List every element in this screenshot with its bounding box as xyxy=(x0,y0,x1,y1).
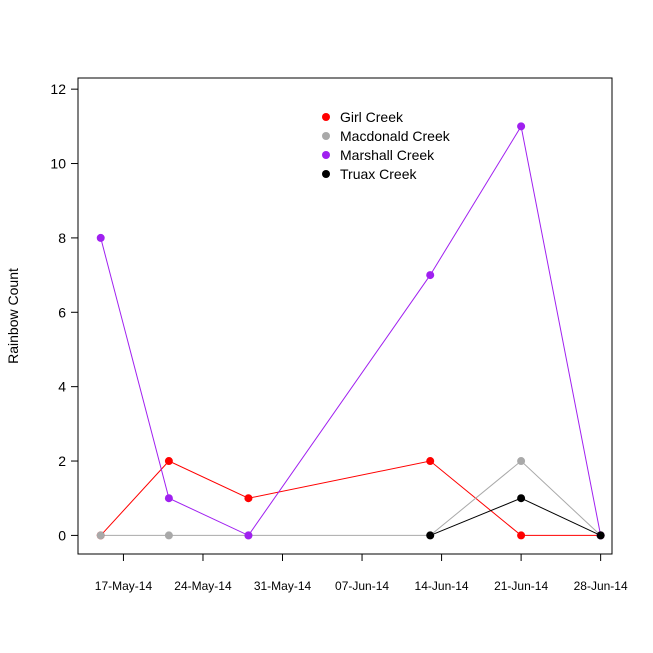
legend-label: Girl Creek xyxy=(340,109,404,125)
series-2 xyxy=(100,124,602,537)
legend: Girl Creek Macdonald Creek Marshall Creek T… xyxy=(322,109,451,182)
x-axis: 17-May-14 24-May-14 31-May-14 07-Jun-14 14-J… xyxy=(95,554,628,593)
data-point xyxy=(96,531,105,540)
x-tick-label: 31-May-14 xyxy=(254,579,312,593)
data-point xyxy=(244,494,253,503)
legend-marker xyxy=(322,113,330,121)
data-point xyxy=(517,531,526,540)
x-tick-label: 28-Jun-14 xyxy=(574,579,628,593)
series-1 xyxy=(100,460,601,536)
legend-label: Macdonald Creek xyxy=(340,128,451,144)
series-line xyxy=(100,460,601,536)
legend-marker xyxy=(322,170,330,178)
y-axis-label: Rainbow Count xyxy=(5,268,21,364)
x-tick-label: 21-Jun-14 xyxy=(494,579,548,593)
data-point xyxy=(164,457,173,466)
data-point xyxy=(426,531,435,540)
series-line xyxy=(100,124,602,537)
y-tick-label: 10 xyxy=(50,156,66,172)
y-tick-label: 0 xyxy=(58,527,66,543)
legend-label: Marshall Creek xyxy=(340,147,435,163)
x-tick-label: 07-Jun-14 xyxy=(335,579,389,593)
data-point xyxy=(596,531,605,540)
data-point xyxy=(517,494,526,503)
data-point xyxy=(96,233,105,242)
y-tick-label: 8 xyxy=(58,230,66,246)
legend-marker xyxy=(322,132,330,140)
x-tick-label: 14-Jun-14 xyxy=(415,579,469,593)
y-tick-label: 12 xyxy=(50,81,66,97)
x-tick-label: 17-May-14 xyxy=(95,579,153,593)
plot-frame xyxy=(77,77,613,555)
y-axis: 0 2 4 6 8 10 12 xyxy=(50,81,78,543)
y-tick-label: 6 xyxy=(58,304,66,320)
data-point xyxy=(426,457,435,466)
data-point xyxy=(164,531,173,540)
legend-marker xyxy=(322,151,330,159)
data-point xyxy=(164,494,173,503)
series-line xyxy=(100,460,601,536)
y-tick-label: 4 xyxy=(58,379,66,395)
data-point xyxy=(517,457,526,466)
y-tick-label: 2 xyxy=(58,453,66,469)
legend-label: Truax Creek xyxy=(340,166,418,182)
data-point xyxy=(517,122,526,131)
series-points-3 xyxy=(426,494,605,540)
series-0 xyxy=(100,460,601,536)
data-point xyxy=(244,531,253,540)
data-point xyxy=(426,271,435,280)
x-tick-label: 24-May-14 xyxy=(174,579,232,593)
